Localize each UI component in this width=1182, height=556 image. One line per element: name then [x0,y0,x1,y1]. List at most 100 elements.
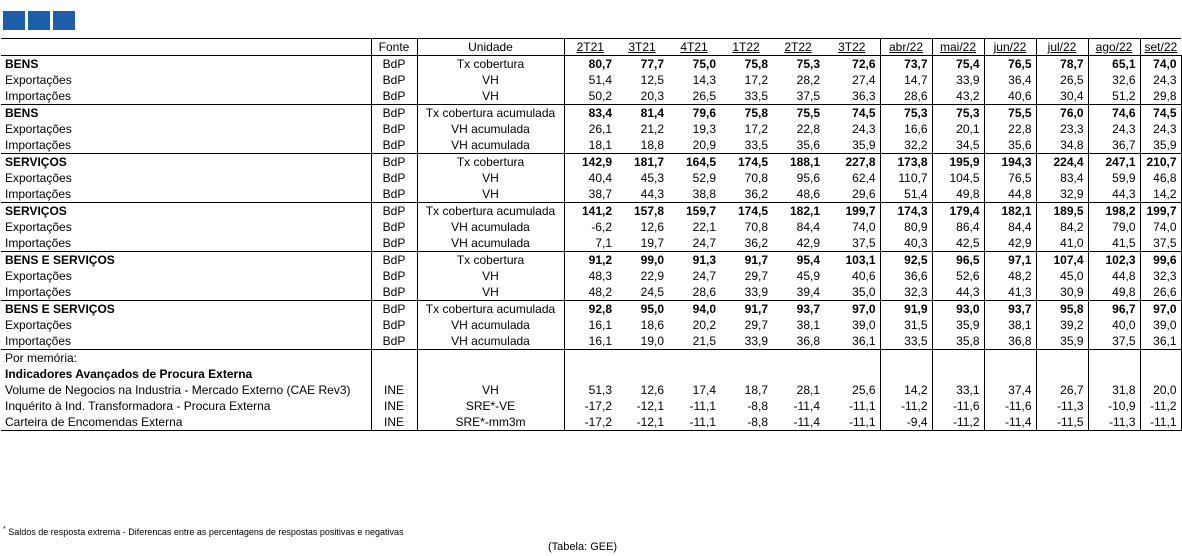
table-row: Exportações BdP VH 48,3 22,9 24,7 29,7 45,9 40,6… [1,268,1182,284]
row-value: -11,2 [879,398,932,414]
table-row: Exportações BdP VH acumulada 26,1 21,2 19,3 17… [1,121,1182,137]
row-fonte: BdP [370,333,417,350]
row-value: 74,0 [1139,55,1182,72]
header-unidade: Unidade [416,38,564,56]
row-value: 12,6 [640,383,664,397]
header-period: jun/22 [983,38,1036,56]
row-value: 44,8 [1087,268,1140,284]
table-row: Exportações BdP VH acumulada 16,1 18,6 20,2 29… [1,317,1182,333]
row-value: 80,7 [563,55,616,72]
row-value: 40,0 [1087,317,1140,333]
row-value: 36,3 [852,89,876,103]
row-value [720,366,772,382]
row-value: 35,9 [931,317,984,333]
row-value: -12,1 [636,399,664,413]
row-value: 49,8 [1087,284,1140,301]
row-value: 41,5 [1087,235,1140,252]
row-value: 17,2 [744,122,768,136]
row-value: 51,3 [563,382,616,398]
row-fonte: BdP [370,170,417,186]
row-value: 76,0 [1035,104,1088,121]
row-value: 103,1 [824,251,880,268]
row-unidade: VH [416,170,564,186]
row-unidade: VH [416,88,564,105]
row-value: 97,0 [824,300,880,317]
row-value: 36,2 [744,236,768,250]
row-value: -11,6 [931,398,984,414]
row-value: 91,7 [720,251,772,268]
row-value: 224,4 [1035,153,1088,170]
row-value: 95,0 [616,300,668,317]
row-value: 195,9 [931,153,984,170]
table-row: Exportações BdP VH 40,4 45,3 52,9 70,8 95,6 62,4… [1,170,1182,186]
row-unidade: Tx cobertura acumulada [416,202,564,219]
row-value: 188,1 [772,153,824,170]
row-value: 31,8 [1087,382,1140,398]
row-value: 36,8 [796,334,820,348]
row-value: 198,2 [1087,202,1140,219]
row-unidade: VH acumulada [416,333,564,350]
header-period: 2T22 [772,38,824,56]
row-value: 26,6 [1139,284,1182,301]
row-value: -11,6 [983,398,1036,414]
row-value: -11,4 [772,414,824,431]
row-value: 74,0 [1139,219,1182,235]
row-value: 40,3 [879,235,932,252]
row-value: 189,5 [1035,202,1088,219]
row-value: -11,2 [931,414,984,431]
header-period: ago/22 [1087,38,1140,56]
row-fonte: BdP [370,104,417,121]
row-value [1087,349,1140,366]
row-fonte: BdP [370,251,417,268]
row-value: 75,8 [720,104,772,121]
row-label: Importações [5,334,72,348]
row-value: 29,7 [744,318,768,332]
row-unidade: VH [416,382,564,398]
row-fonte: INE [370,382,417,398]
row-value: 22,8 [983,121,1036,137]
row-value: 28,6 [879,88,932,105]
row-value: 33,9 [931,72,984,88]
row-value: 24,3 [852,122,876,136]
row-label: Importações [5,285,72,299]
row-value: 32,6 [1087,72,1140,88]
row-label: Importações [5,236,72,250]
table-row: Exportações BdP VH acumulada -6,2 12,6 22,1 70… [1,219,1182,235]
row-value: -11,5 [1035,414,1088,431]
row-value: 27,4 [852,73,876,87]
row-value: 247,1 [1087,153,1140,170]
row-value [931,366,984,382]
row-fonte: BdP [370,284,417,301]
row-value [983,366,1036,382]
row-value: 210,7 [1139,153,1182,170]
row-value: -11,1 [668,414,720,431]
header-period: 3T22 [824,38,880,56]
row-value: 24,3 [1139,121,1182,137]
row-fonte: BdP [370,186,417,203]
row-value: 159,7 [668,202,720,219]
row-value: 91,9 [879,300,932,317]
row-value: 199,7 [824,202,880,219]
row-value [1035,366,1088,382]
row-value: 70,8 [744,220,768,234]
row-label: Carteira de Encomendas Externa [1,414,371,431]
table-source: (Tabela: GEE) [548,541,618,553]
row-value: 20,9 [692,138,716,152]
row-value: 40,6 [852,269,876,283]
row-value: 65,1 [1087,55,1140,72]
row-value: 45,0 [1035,268,1088,284]
row-label: Exportações [5,269,72,283]
row-value: 35,6 [796,138,820,152]
row-value: 74,6 [1087,104,1140,121]
row-value: 39,4 [796,285,820,299]
row-value: 16,1 [563,333,616,350]
row-value: 20,2 [692,318,716,332]
row-fonte: BdP [370,235,417,252]
row-value: 14,7 [879,72,932,88]
row-label: Exportações [5,220,72,234]
row-value: 30,4 [1035,88,1088,105]
table-row: Importações BdP VH acumulada 18,1 18,8 20,9 33… [1,137,1182,154]
row-value: 48,6 [796,187,820,201]
footnote: * Saldos de resposta extrema - Diferenca… [3,526,403,537]
row-value: 21,5 [692,334,716,348]
